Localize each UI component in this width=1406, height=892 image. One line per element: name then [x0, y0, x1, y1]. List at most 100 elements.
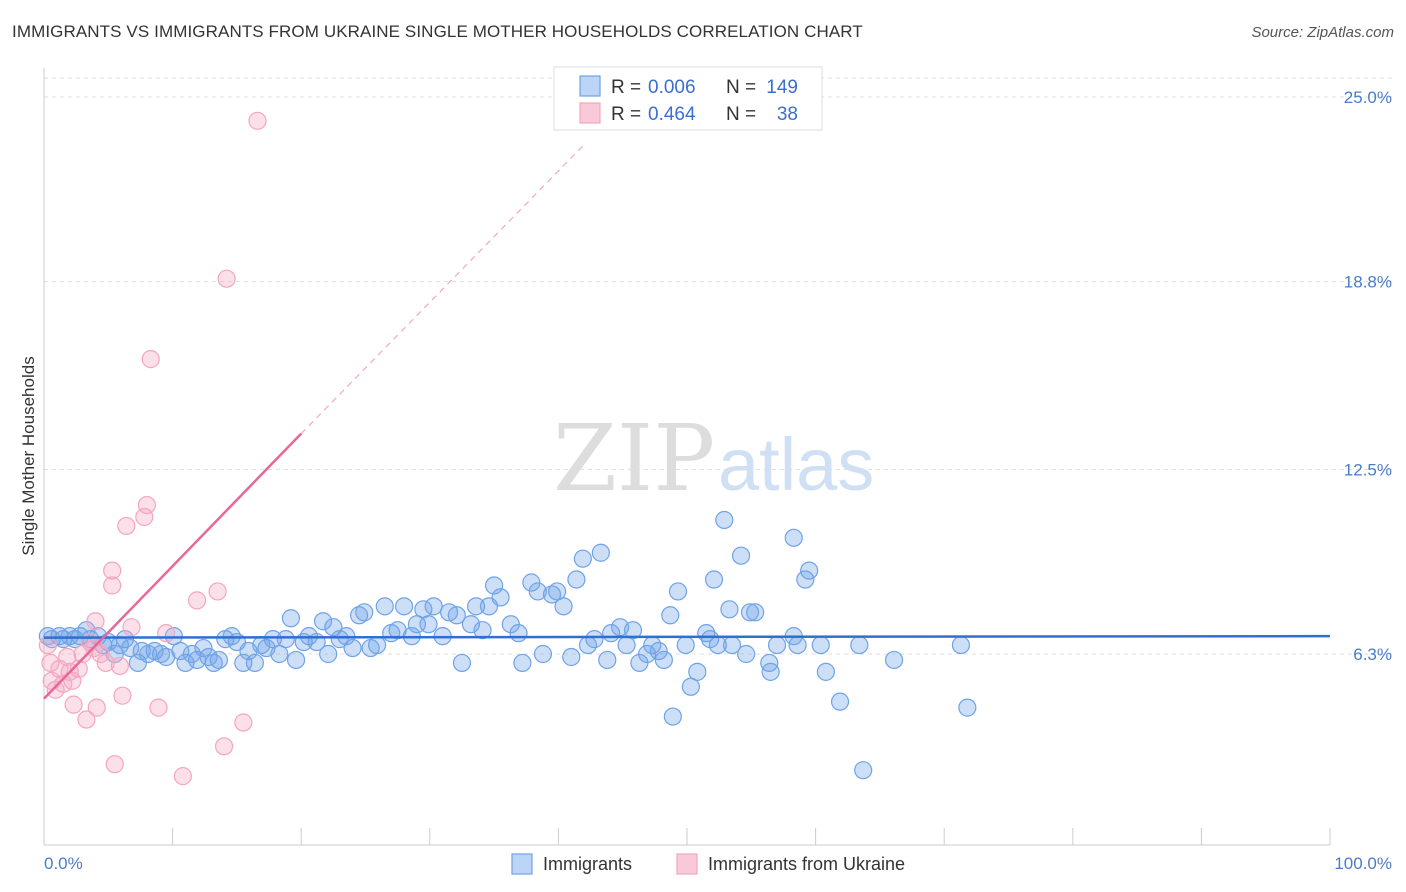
- point-immigrants: [313, 612, 333, 631]
- point-immigrants: [394, 597, 414, 616]
- point-ukraine: [77, 710, 96, 729]
- y-tick-labels: 6.3% 12.5% 18.8% 25.0%: [1344, 88, 1392, 664]
- point-ukraine: [96, 653, 115, 673]
- point-immigrants: [800, 561, 819, 580]
- point-immigrants: [424, 597, 443, 616]
- point-immigrants: [715, 510, 734, 530]
- point-immigrants: [676, 635, 695, 655]
- point-ukraine: [157, 624, 176, 643]
- legend-swatch-ukraine: [579, 102, 601, 124]
- bottom-legend: Immigrants Immigrants from Ukraine: [511, 853, 905, 875]
- point-immigrants: [466, 597, 486, 616]
- top-legend: R = 0.006 N = 149 R = 0.464 N = 38: [553, 66, 823, 131]
- point-ukraine: [214, 737, 234, 756]
- point-immigrants: [737, 644, 756, 664]
- bottom-legend-label-ukraine: Immigrants from Ukraine: [708, 854, 905, 874]
- point-immigrants: [491, 588, 510, 607]
- point-immigrants: [343, 638, 362, 658]
- point-ukraine: [103, 561, 122, 580]
- legend-n-value-2: 38: [777, 104, 798, 125]
- point-immigrants: [171, 641, 190, 661]
- point-immigrants: [554, 597, 573, 616]
- point-ukraine: [248, 111, 267, 130]
- point-immigrants: [349, 606, 369, 625]
- point-immigrants: [688, 662, 707, 681]
- point-immigrants: [567, 570, 586, 589]
- point-immigrants: [461, 615, 481, 634]
- point-immigrants: [854, 761, 873, 780]
- legend-r-label-2: R =: [611, 104, 641, 125]
- y-tick-label: 25.0%: [1344, 88, 1392, 107]
- point-immigrants: [319, 644, 338, 664]
- legend-swatch-immigrants: [579, 75, 601, 97]
- point-immigrants: [884, 650, 904, 670]
- point-immigrants: [419, 615, 438, 634]
- point-ukraine: [63, 671, 82, 690]
- point-immigrants: [704, 570, 724, 589]
- point-ukraine: [137, 495, 156, 515]
- point-immigrants: [796, 570, 815, 589]
- y-tick-label: 12.5%: [1344, 460, 1392, 479]
- point-immigrants: [533, 644, 553, 664]
- y-tick-label: 6.3%: [1353, 645, 1392, 664]
- point-immigrants: [761, 662, 780, 681]
- point-immigrants: [176, 653, 195, 673]
- point-ukraine: [86, 612, 105, 631]
- point-immigrants: [951, 635, 971, 655]
- point-immigrants: [473, 621, 492, 640]
- point-ukraine: [135, 507, 154, 527]
- point-ukraine: [87, 698, 106, 717]
- y-axis-label: Single Mother Households: [19, 356, 38, 555]
- point-immigrants: [276, 630, 295, 649]
- point-immigrants: [194, 638, 213, 658]
- point-immigrants: [663, 707, 682, 726]
- trendline-ukraine: [43, 432, 303, 700]
- point-immigrants: [222, 627, 241, 646]
- legend-n-label-1: N =: [726, 77, 756, 98]
- point-immigrants: [661, 606, 680, 625]
- point-immigrants: [958, 698, 977, 717]
- point-immigrants: [542, 585, 562, 604]
- point-immigrants: [447, 606, 466, 625]
- chart-title: IMMIGRANTS VS IMMIGRANTS FROM UKRAINE SI…: [12, 22, 863, 41]
- point-immigrants: [121, 638, 140, 658]
- point-immigrants: [286, 650, 306, 670]
- point-ukraine: [64, 695, 83, 714]
- point-immigrants: [788, 635, 807, 655]
- point-ukraine: [38, 635, 57, 655]
- point-ukraine: [122, 618, 141, 637]
- point-immigrants: [355, 603, 374, 622]
- point-immigrants: [281, 609, 301, 628]
- legend-n-label-2: N =: [726, 104, 756, 125]
- point-ukraine: [217, 269, 236, 288]
- point-immigrants: [598, 650, 617, 670]
- point-immigrants: [811, 635, 830, 655]
- point-immigrants: [654, 650, 673, 670]
- point-ukraine: [110, 656, 129, 676]
- point-immigrants: [60, 627, 79, 646]
- legend-r-label-1: R =: [611, 77, 641, 98]
- point-immigrants: [562, 647, 581, 667]
- y-tick-label: 18.8%: [1344, 273, 1392, 292]
- chart-source: Source: ZipAtlas.com: [1251, 24, 1394, 41]
- trendline-ukraine-extension: [300, 144, 585, 435]
- bottom-legend-swatch-immigrants: [511, 853, 533, 875]
- point-immigrants: [638, 644, 657, 664]
- point-immigrants: [668, 582, 688, 601]
- x-ticks: [43, 828, 1331, 845]
- point-immigrants: [522, 573, 541, 592]
- point-immigrants: [573, 549, 592, 568]
- point-immigrants: [623, 621, 643, 640]
- point-immigrants: [245, 653, 265, 673]
- point-ukraine: [41, 653, 60, 673]
- point-immigrants: [731, 546, 751, 565]
- point-immigrants: [830, 692, 850, 711]
- point-ukraine: [58, 647, 77, 667]
- x-tick-label-max: 100.0%: [1334, 854, 1392, 873]
- point-immigrants: [784, 528, 803, 547]
- point-immigrants: [528, 582, 547, 601]
- point-immigrants: [746, 603, 765, 622]
- point-ukraine: [234, 713, 253, 732]
- point-immigrants: [720, 600, 739, 619]
